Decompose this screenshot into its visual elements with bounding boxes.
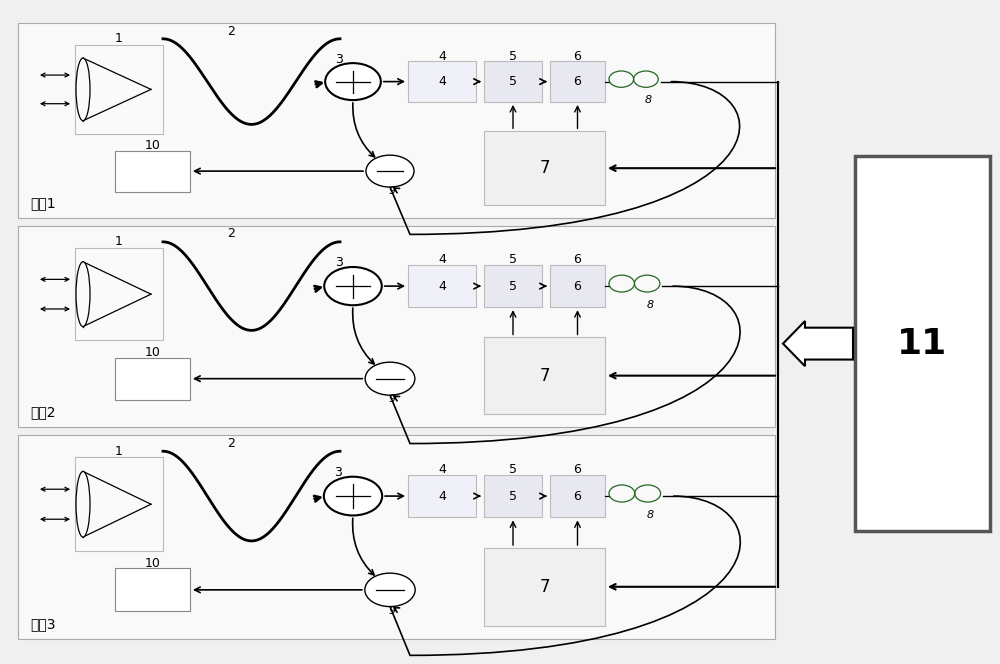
- Text: 5: 5: [509, 463, 517, 476]
- Circle shape: [324, 267, 382, 305]
- Bar: [75, 44, 163, 134]
- Text: 1: 1: [115, 235, 123, 248]
- Text: 6: 6: [574, 280, 581, 293]
- Circle shape: [325, 63, 381, 100]
- Text: 5: 5: [509, 254, 517, 266]
- Text: 4: 4: [438, 254, 446, 266]
- Text: 6: 6: [574, 254, 581, 266]
- Text: 5: 5: [509, 50, 517, 63]
- Text: 2: 2: [228, 227, 235, 240]
- Text: 4: 4: [438, 75, 446, 88]
- Ellipse shape: [76, 58, 90, 121]
- Bar: [18, 226, 775, 427]
- Text: 4: 4: [438, 280, 446, 293]
- Bar: [484, 265, 542, 307]
- Text: 5: 5: [509, 280, 517, 293]
- Text: 9: 9: [389, 186, 396, 196]
- Text: 4: 4: [438, 463, 446, 476]
- Text: 6: 6: [574, 463, 581, 476]
- Text: 10: 10: [145, 346, 160, 359]
- Text: 6: 6: [574, 75, 581, 88]
- Bar: [550, 475, 605, 517]
- Circle shape: [324, 477, 382, 515]
- Bar: [408, 475, 476, 517]
- Ellipse shape: [76, 471, 90, 537]
- Ellipse shape: [76, 262, 90, 327]
- Text: 9: 9: [389, 606, 396, 616]
- Bar: [18, 435, 775, 639]
- Bar: [484, 548, 605, 625]
- Bar: [115, 568, 190, 612]
- Circle shape: [365, 362, 415, 395]
- Text: 3: 3: [334, 466, 342, 479]
- Bar: [855, 156, 990, 531]
- FancyArrow shape: [783, 321, 853, 366]
- Bar: [75, 248, 163, 341]
- Text: 7: 7: [539, 159, 550, 177]
- Bar: [550, 265, 605, 307]
- Bar: [484, 131, 605, 205]
- Bar: [75, 457, 163, 551]
- Text: 10: 10: [145, 139, 160, 152]
- Circle shape: [366, 155, 414, 187]
- Bar: [115, 151, 190, 191]
- Bar: [115, 357, 190, 400]
- Text: 3: 3: [335, 52, 343, 66]
- Text: 5: 5: [509, 489, 517, 503]
- Text: 8: 8: [646, 299, 653, 309]
- Bar: [18, 23, 775, 218]
- Bar: [484, 337, 605, 414]
- Text: 7: 7: [539, 367, 550, 384]
- Bar: [484, 475, 542, 517]
- Text: 6: 6: [574, 489, 581, 503]
- Circle shape: [365, 573, 415, 606]
- Text: 4: 4: [438, 50, 446, 63]
- Text: 9: 9: [389, 394, 396, 404]
- Text: 2: 2: [228, 436, 235, 450]
- Bar: [408, 265, 476, 307]
- Text: 单元2: 单元2: [30, 405, 56, 419]
- Text: 7: 7: [539, 578, 550, 596]
- Text: 3: 3: [335, 256, 343, 270]
- Text: 8: 8: [647, 510, 654, 520]
- Text: 11: 11: [897, 327, 948, 361]
- Bar: [408, 61, 476, 102]
- Text: 4: 4: [438, 489, 446, 503]
- Text: 1: 1: [115, 33, 123, 45]
- Text: 1: 1: [115, 445, 123, 457]
- Text: 8: 8: [645, 94, 652, 105]
- Text: 5: 5: [509, 75, 517, 88]
- Text: 2: 2: [228, 25, 235, 38]
- Bar: [484, 61, 542, 102]
- Text: 单元3: 单元3: [30, 617, 56, 631]
- Text: 单元1: 单元1: [30, 196, 56, 210]
- Bar: [550, 61, 605, 102]
- Text: 10: 10: [145, 557, 160, 570]
- Text: 6: 6: [574, 50, 581, 63]
